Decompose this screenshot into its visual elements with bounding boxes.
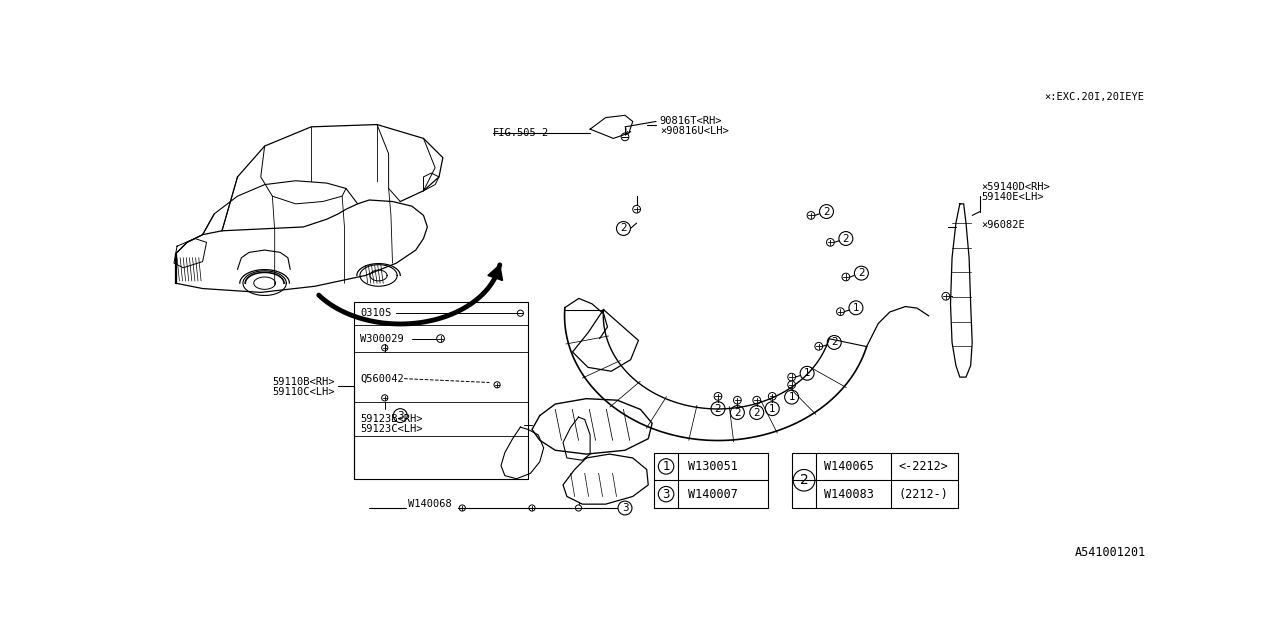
- Text: 3: 3: [662, 488, 669, 500]
- Text: 3: 3: [622, 503, 628, 513]
- Polygon shape: [488, 265, 503, 280]
- Text: 2: 2: [842, 234, 849, 243]
- Text: 2: 2: [754, 408, 760, 417]
- Text: 0310S: 0310S: [360, 308, 392, 318]
- Text: W140065: W140065: [824, 460, 874, 473]
- Text: <-2212>: <-2212>: [899, 460, 948, 473]
- Text: 2: 2: [733, 408, 741, 417]
- Text: 59110C<LH>: 59110C<LH>: [273, 387, 335, 397]
- Text: 2: 2: [714, 404, 722, 413]
- Text: 1: 1: [804, 368, 810, 378]
- Text: W300029: W300029: [360, 333, 403, 344]
- Text: ×96082E: ×96082E: [982, 220, 1025, 230]
- Text: 1: 1: [852, 303, 859, 313]
- Text: 2: 2: [858, 268, 865, 278]
- Text: ×90816U<LH>: ×90816U<LH>: [660, 125, 728, 136]
- Text: FIG.505-2: FIG.505-2: [493, 128, 549, 138]
- Text: W130051: W130051: [687, 460, 737, 473]
- Text: 59123C<LH>: 59123C<LH>: [360, 424, 422, 435]
- Text: 2: 2: [800, 474, 809, 487]
- Text: 90816T<RH>: 90816T<RH>: [660, 116, 722, 125]
- Text: 1: 1: [788, 392, 795, 402]
- Text: 2: 2: [823, 207, 829, 216]
- Text: A541001201: A541001201: [1074, 546, 1146, 559]
- Text: 1: 1: [662, 460, 669, 473]
- Text: W140068: W140068: [408, 499, 452, 509]
- Text: 59140E<LH>: 59140E<LH>: [982, 192, 1044, 202]
- Text: W140007: W140007: [687, 488, 737, 500]
- Text: Q560042: Q560042: [360, 374, 403, 383]
- Text: ×59140D<RH>: ×59140D<RH>: [982, 182, 1051, 192]
- Text: 3: 3: [397, 411, 403, 420]
- Text: 2: 2: [831, 337, 837, 348]
- Text: 59110B<RH>: 59110B<RH>: [273, 377, 335, 387]
- Text: ×:EXC.20I,20IEYE: ×:EXC.20I,20IEYE: [1044, 92, 1144, 102]
- Text: (2212-): (2212-): [899, 488, 948, 500]
- Text: 1: 1: [769, 404, 776, 413]
- Text: W140083: W140083: [824, 488, 874, 500]
- Text: 2: 2: [620, 223, 627, 234]
- Text: 59123B<RH>: 59123B<RH>: [360, 415, 422, 424]
